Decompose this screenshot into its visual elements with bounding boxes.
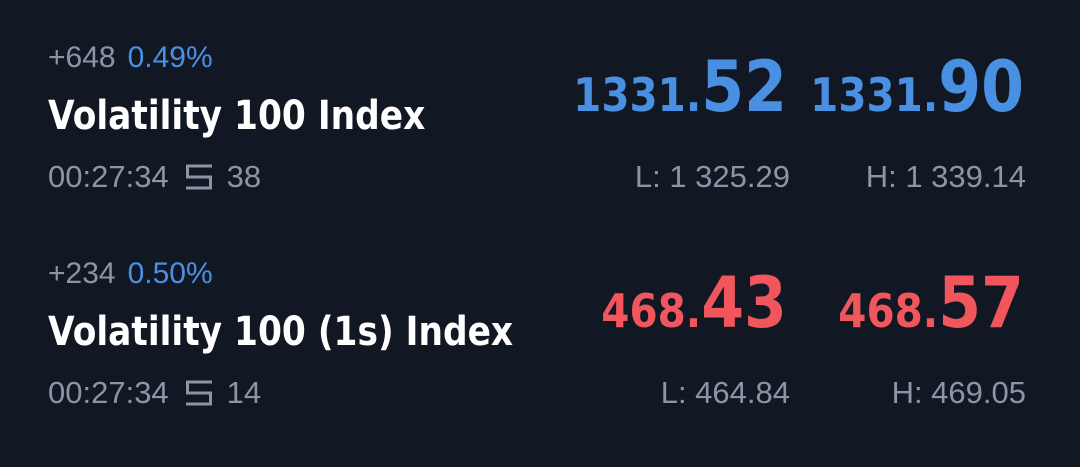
quote-row-volatility-100[interactable]: +648 0.49% Volatility 100 Index 00:27:34 … bbox=[0, 38, 1080, 238]
change-percent: 0.50% bbox=[127, 257, 213, 290]
day-low: L: 1 325.29 bbox=[634, 159, 790, 194]
bid-price-pips: 43 bbox=[701, 262, 787, 344]
symbol-name: Volatility 100 (1s) Index bbox=[48, 309, 514, 355]
change-percent: 0.49% bbox=[127, 41, 213, 74]
daily-change: +648 0.49% bbox=[48, 38, 213, 78]
ask-price[interactable]: 468.57 bbox=[838, 268, 1024, 338]
symbol-name: Volatility 100 Index bbox=[48, 93, 426, 139]
quote-time: 00:27:34 bbox=[48, 159, 169, 194]
spread-icon bbox=[185, 164, 212, 190]
change-points: +234 bbox=[48, 257, 116, 290]
daily-change: +234 0.50% bbox=[48, 254, 213, 294]
spread-value: 14 bbox=[226, 375, 262, 410]
day-low: L: 464.84 bbox=[660, 375, 790, 410]
quote-meta: 00:27:34 38 bbox=[48, 156, 261, 198]
ask-price-pips: 57 bbox=[938, 262, 1024, 344]
bid-price[interactable]: 468.43 bbox=[601, 268, 787, 338]
day-high: H: 1 339.14 bbox=[865, 159, 1026, 194]
ask-price-main: 468. bbox=[838, 284, 939, 338]
day-high: H: 469.05 bbox=[891, 375, 1026, 410]
quote-row-volatility-100-1s[interactable]: +234 0.50% Volatility 100 (1s) Index 00:2… bbox=[0, 254, 1080, 454]
bid-price-main: 468. bbox=[601, 284, 702, 338]
spread-icon bbox=[185, 380, 212, 406]
quote-time: 00:27:34 bbox=[48, 375, 169, 410]
quote-meta: 00:27:34 14 bbox=[48, 372, 261, 414]
ask-price-main: 1331. bbox=[810, 68, 939, 122]
ask-price[interactable]: 1331.90 bbox=[810, 52, 1024, 122]
bid-price-pips: 52 bbox=[701, 46, 787, 128]
bid-price[interactable]: 1331.52 bbox=[573, 52, 787, 122]
bid-price-main: 1331. bbox=[573, 68, 702, 122]
change-points: +648 bbox=[48, 41, 116, 74]
spread-value: 38 bbox=[226, 159, 262, 194]
ask-price-pips: 90 bbox=[938, 46, 1024, 128]
